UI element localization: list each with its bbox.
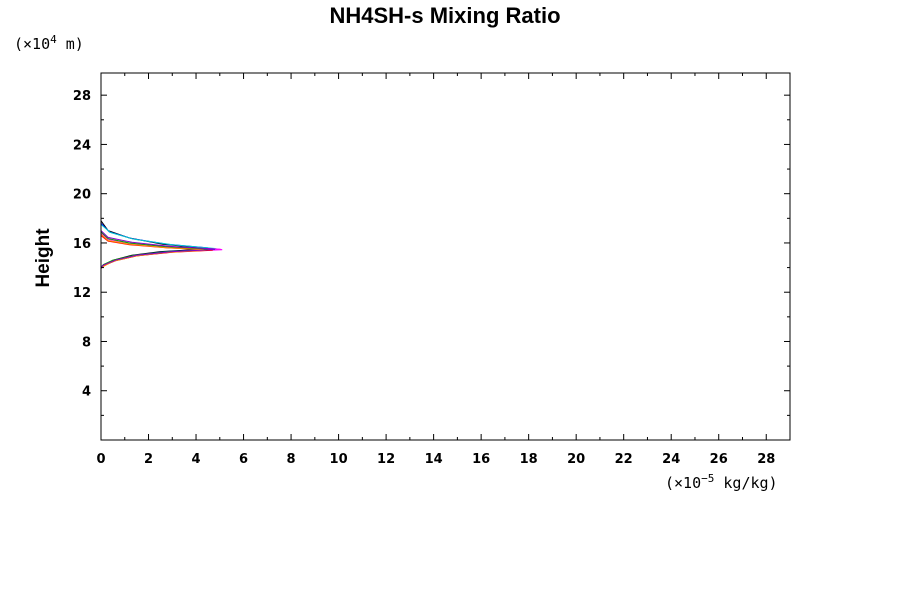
x-tick-label: 12 (377, 452, 395, 467)
y-unit-label: (×104 m) (14, 33, 84, 53)
plot-frame (100, 72, 791, 441)
series-group (100, 73, 223, 440)
y-tick-label: 16 (73, 237, 91, 252)
x-tick-label: 26 (710, 452, 728, 467)
y-tick-label: 8 (82, 335, 91, 350)
x-tick-label: 24 (662, 452, 680, 467)
y-tick-label: 20 (73, 188, 91, 203)
x-tick-label: 10 (330, 452, 348, 467)
x-tick-label: 6 (239, 452, 248, 467)
x-tick-label: 4 (192, 452, 201, 467)
y-tick-label: 12 (73, 286, 91, 301)
x-tick-label: 16 (472, 452, 490, 467)
axes-group (100, 72, 791, 441)
x-tick-label: 8 (287, 452, 296, 467)
x-tick-label: 14 (425, 452, 443, 467)
x-tick-label: 20 (567, 452, 585, 467)
x-tick-label: 28 (757, 452, 775, 467)
chart-title: NH4SH-s Mixing Ratio (329, 3, 560, 28)
x-tick-label: 0 (96, 452, 105, 467)
x-unit-label: (×10−5 kg/kg) (665, 472, 778, 492)
y-tick-label: 28 (73, 89, 91, 104)
y-axis-label: Height (33, 228, 54, 288)
x-tick-label: 22 (615, 452, 633, 467)
x-tick-label: 18 (520, 452, 538, 467)
y-tick-label: 4 (82, 385, 91, 400)
series-line (100, 230, 216, 268)
y-tick-label: 24 (73, 138, 91, 153)
x-tick-label: 2 (144, 452, 153, 467)
